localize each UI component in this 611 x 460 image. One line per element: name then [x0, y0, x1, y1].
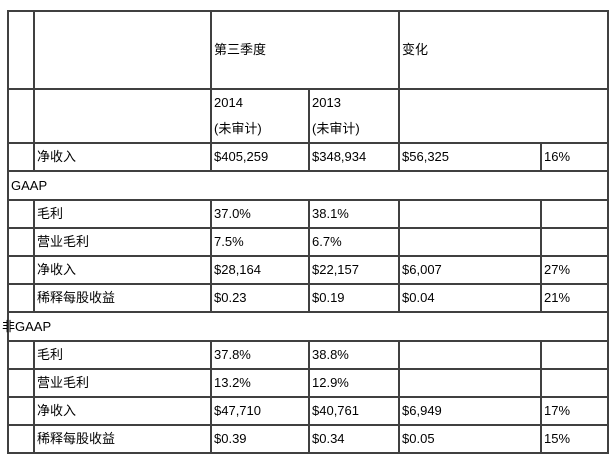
- row-label-cell: 净收入: [34, 143, 211, 171]
- change-value-cell: [399, 200, 542, 228]
- change-pct-cell: 17%: [541, 397, 609, 425]
- value-2014-cell: $47,710: [211, 397, 309, 425]
- change-value-cell: [399, 228, 542, 256]
- row-label-cell: 稀释每股收益: [34, 284, 211, 312]
- spacer-cell: [8, 341, 34, 369]
- row-gross-margin: 毛利 37.0% 38.1%: [8, 200, 609, 228]
- value-2014-cell: 37.0%: [211, 200, 309, 228]
- spacer-cell: [34, 89, 211, 143]
- change-value-cell: $6,007: [399, 256, 542, 284]
- row-net-income: 净收入 $47,710 $40,761 $6,949 17%: [8, 397, 609, 425]
- value-2014-cell: $405,259: [211, 143, 309, 171]
- change-pct-cell: 16%: [541, 143, 609, 171]
- spacer-cell: [8, 228, 34, 256]
- row-label-cell: 净收入: [34, 256, 211, 284]
- change-value-cell: $6,949: [399, 397, 542, 425]
- row-operating-margin: 营业毛利 7.5% 6.7%: [8, 228, 609, 256]
- change-pct-cell: [541, 341, 609, 369]
- row-label-cell: 营业毛利: [34, 369, 211, 397]
- spacer-cell: [34, 11, 211, 89]
- value-2014-cell: $28,164: [211, 256, 309, 284]
- header-row-years: 2014 (未审计) 2013 (未审计): [8, 89, 609, 143]
- value-2013-cell: $0.19: [309, 284, 400, 312]
- value-2013-cell: $348,934: [309, 143, 400, 171]
- change-value-cell: $0.04: [399, 284, 542, 312]
- row-label-cell: 净收入: [34, 397, 211, 425]
- section-row-gaap: GAAP: [8, 171, 609, 200]
- value-2013-cell: $22,157: [309, 256, 400, 284]
- row-diluted-eps: 稀释每股收益 $0.23 $0.19 $0.04 21%: [8, 284, 609, 312]
- value-2013-cell: 38.1%: [309, 200, 400, 228]
- unaudited-label: (未审计): [214, 121, 262, 136]
- change-pct-cell: 27%: [541, 256, 609, 284]
- value-2014-cell: 37.8%: [211, 341, 309, 369]
- year-2013-header-cell: 2013 (未审计): [309, 89, 400, 143]
- change-pct-cell: [541, 369, 609, 397]
- value-2013-cell: $40,761: [309, 397, 400, 425]
- row-label-cell: 毛利: [34, 200, 211, 228]
- header-row-quarter: 第三季度 变化: [8, 11, 609, 89]
- row-label-cell: 毛利: [34, 341, 211, 369]
- spacer-cell: [8, 256, 34, 284]
- value-2014-cell: 13.2%: [211, 369, 309, 397]
- spacer-cell: [399, 89, 609, 143]
- value-2013-cell: 6.7%: [309, 228, 400, 256]
- value-2013-cell: $0.34: [309, 425, 400, 453]
- spacer-cell: [8, 284, 34, 312]
- spacer-cell: [8, 143, 34, 171]
- row-net-income: 净收入 $28,164 $22,157 $6,007 27%: [8, 256, 609, 284]
- change-pct-cell: [541, 200, 609, 228]
- value-2014-cell: $0.23: [211, 284, 309, 312]
- spacer-cell: [8, 11, 34, 89]
- section-row-non-gaap: 非GAAP: [2, 312, 609, 341]
- value-2013-cell: 38.8%: [309, 341, 400, 369]
- row-net-revenue: 净收入 $405,259 $348,934 $56,325 16%: [8, 143, 609, 171]
- section-title-gaap: GAAP: [8, 171, 609, 200]
- year-2014-header-cell: 2014 (未审计): [211, 89, 309, 143]
- section-title-non-gaap: 非GAAP: [2, 312, 609, 341]
- spacer-cell: [8, 200, 34, 228]
- change-pct-cell: 21%: [541, 284, 609, 312]
- spacer-cell: [8, 89, 34, 143]
- financial-results-table: 第三季度 变化 2014 (未审计) 2013 (未审计) 净收入 $405,2…: [2, 10, 610, 454]
- value-2014-cell: 7.5%: [211, 228, 309, 256]
- change-value-cell: $56,325: [399, 143, 542, 171]
- value-2014-cell: $0.39: [211, 425, 309, 453]
- spacer-cell: [8, 397, 34, 425]
- spacer-cell: [8, 369, 34, 397]
- quarter-header-cell: 第三季度: [211, 11, 400, 89]
- change-pct-cell: 15%: [541, 425, 609, 453]
- spacer-cell: [8, 425, 34, 453]
- row-label-cell: 稀释每股收益: [34, 425, 211, 453]
- row-label-cell: 营业毛利: [34, 228, 211, 256]
- change-value-cell: [399, 369, 542, 397]
- change-pct-cell: [541, 228, 609, 256]
- row-gross-margin: 毛利 37.8% 38.8%: [8, 341, 609, 369]
- value-2013-cell: 12.9%: [309, 369, 400, 397]
- year-2013-label: 2013: [312, 95, 341, 110]
- row-diluted-eps: 稀释每股收益 $0.39 $0.34 $0.05 15%: [8, 425, 609, 453]
- year-2014-label: 2014: [214, 95, 243, 110]
- change-header-cell: 变化: [399, 11, 609, 89]
- row-operating-margin: 营业毛利 13.2% 12.9%: [8, 369, 609, 397]
- change-value-cell: [399, 341, 542, 369]
- unaudited-label: (未审计): [312, 121, 360, 136]
- change-value-cell: $0.05: [399, 425, 542, 453]
